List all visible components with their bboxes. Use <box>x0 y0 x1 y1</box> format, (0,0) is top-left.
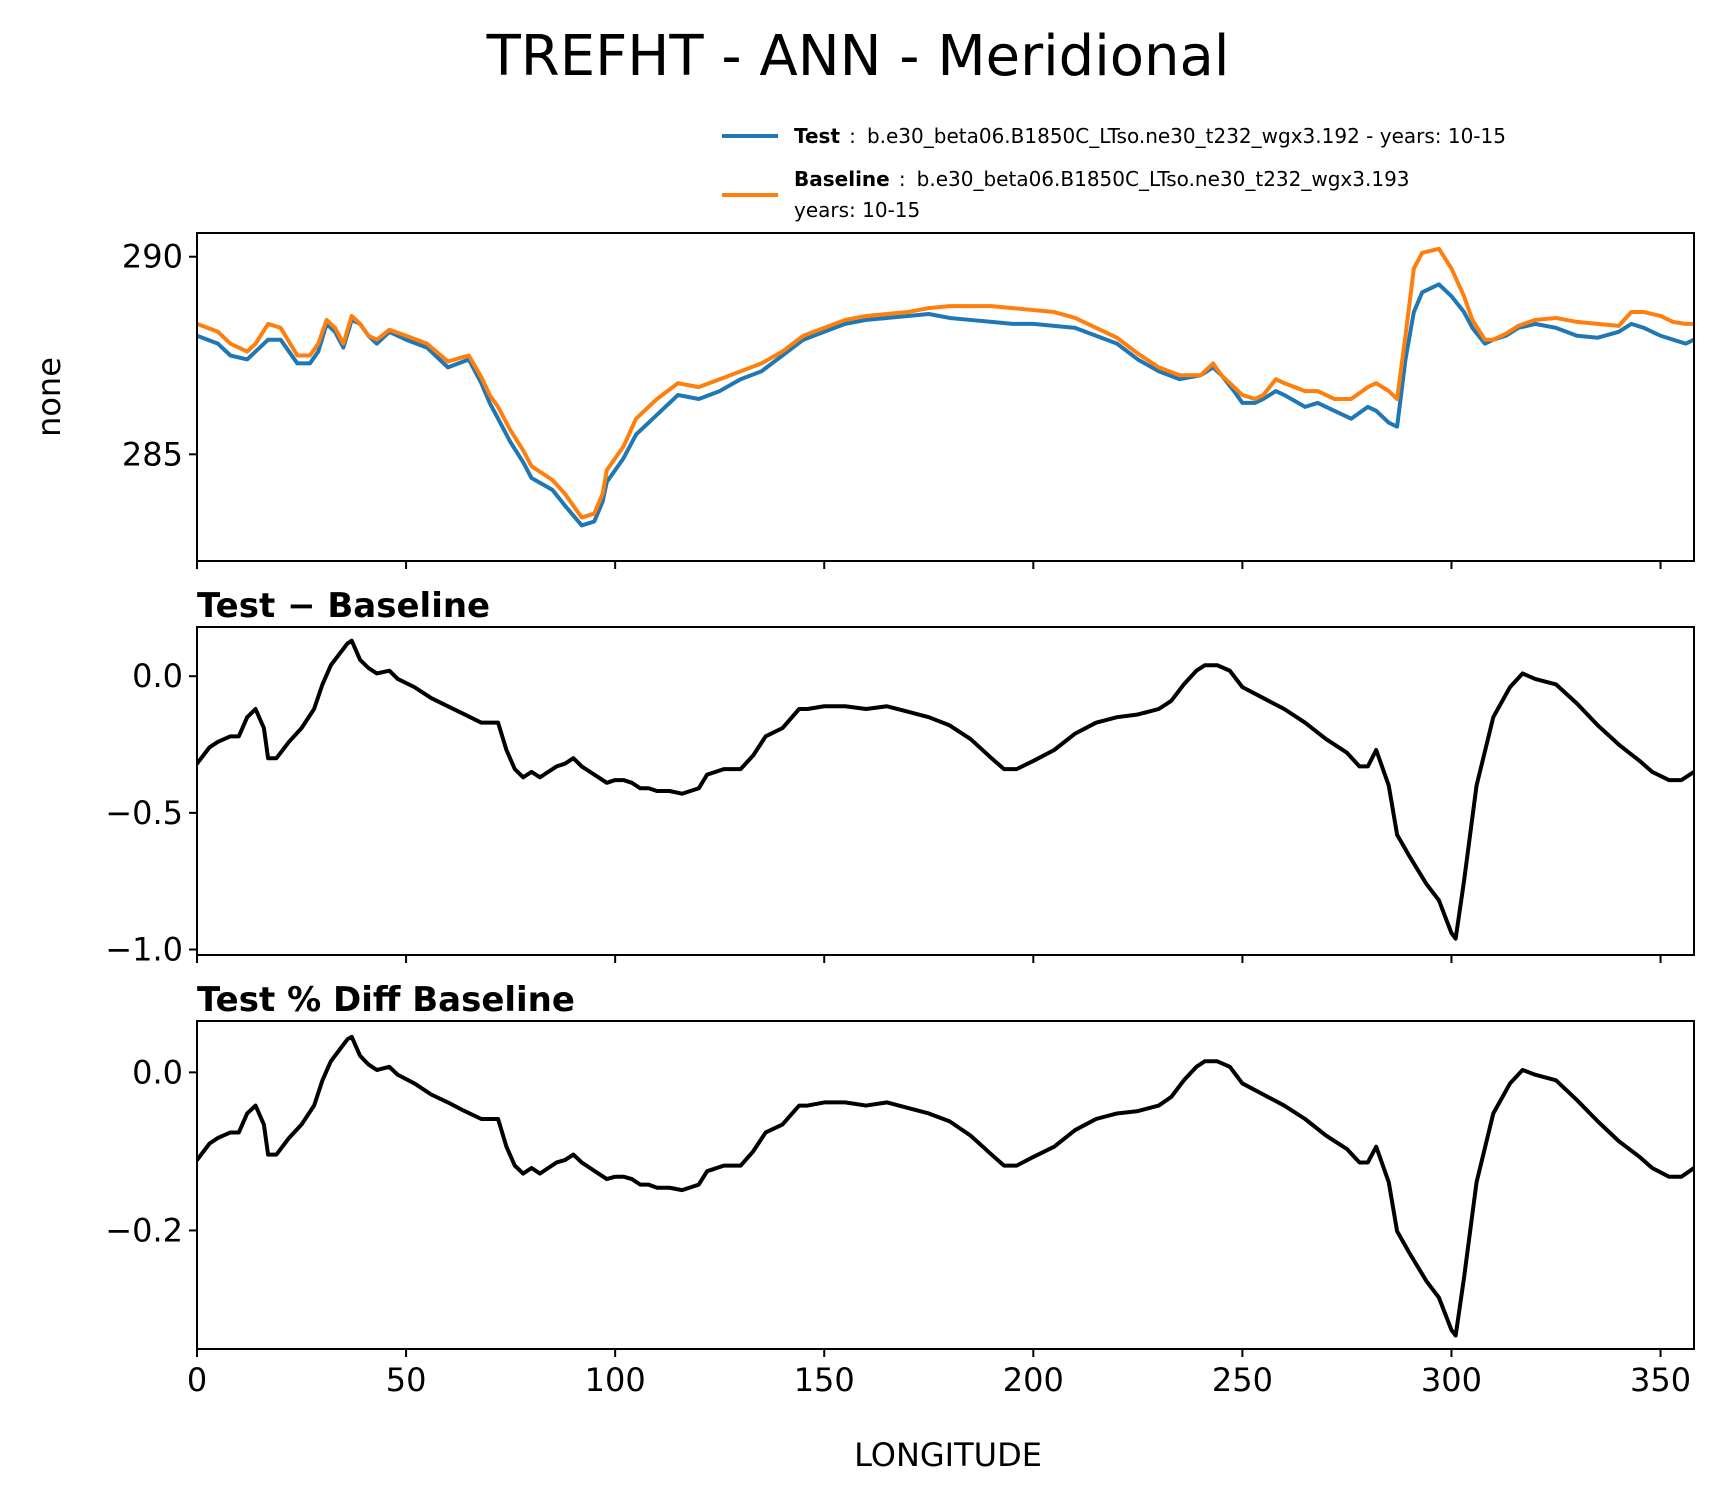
diff-ytick-label: −1.0 <box>105 931 183 969</box>
figure-title: TREFHT - ANN - Meridional <box>486 24 1230 89</box>
panel-diff: −1.0 −0.5 0.0 Test − Baseline <box>105 586 1695 969</box>
top-ylabel: none <box>30 357 68 437</box>
legend: Test : b.e30_beta06.B1850C_LTso.ne30_t23… <box>722 124 1506 222</box>
panel-top: 285 290 none <box>30 232 1695 569</box>
legend-baseline-desc2: years: 10-15 <box>794 198 920 222</box>
legend-test-desc: b.e30_beta06.B1850C_LTso.ne30_t232_wgx3.… <box>867 124 1506 148</box>
panel-pct: −0.2 0.0 0 50 100 150 200 250 300 350 Test % Diff … <box>105 980 1695 1399</box>
pct-xtick-label: 250 <box>1212 1361 1273 1399</box>
top-ytick-label: 285 <box>122 435 183 473</box>
legend-baseline-label: Baseline <box>794 167 890 191</box>
pct-ytick-label: 0.0 <box>132 1053 183 1091</box>
diff-ytick-label: −0.5 <box>105 794 183 832</box>
pct-axes-frame <box>196 1020 1695 1350</box>
pct-ytick-label: −0.2 <box>105 1211 183 1249</box>
pct-xtick-label: 150 <box>794 1361 855 1399</box>
legend-baseline-sep: : <box>899 167 906 191</box>
pct-xtick-label: 0 <box>187 1361 207 1399</box>
legend-test-entry: Test : b.e30_beta06.B1850C_LTso.ne30_t23… <box>794 124 1506 148</box>
diff-ytick-label: 0.0 <box>132 657 183 695</box>
pct-series-line-0 <box>197 1034 1694 1338</box>
pct-xtick-label: 350 <box>1630 1361 1691 1399</box>
pct-panel-title: Test % Diff Baseline <box>197 980 575 1020</box>
pct-xtick-label: 100 <box>585 1361 646 1399</box>
diff-axes-frame <box>196 626 1695 956</box>
legend-test-label: Test <box>794 124 840 148</box>
pct-xtick-label: 50 <box>386 1361 427 1399</box>
top-ytick-label: 290 <box>122 238 183 276</box>
x-axis-label: LONGITUDE <box>854 1436 1042 1474</box>
legend-baseline-entry: Baseline : b.e30_beta06.B1850C_LTso.ne30… <box>794 167 1410 191</box>
diff-series-line-0 <box>197 638 1694 941</box>
diff-panel-title: Test − Baseline <box>197 586 490 626</box>
legend-test-sep: : <box>849 124 856 148</box>
pct-xtick-label: 200 <box>1003 1361 1064 1399</box>
top-axes-frame <box>196 232 1695 562</box>
pct-xtick-label: 300 <box>1421 1361 1482 1399</box>
legend-baseline-desc: b.e30_beta06.B1850C_LTso.ne30_t232_wgx3.… <box>917 167 1410 191</box>
top-series-line-1 <box>197 246 1694 520</box>
